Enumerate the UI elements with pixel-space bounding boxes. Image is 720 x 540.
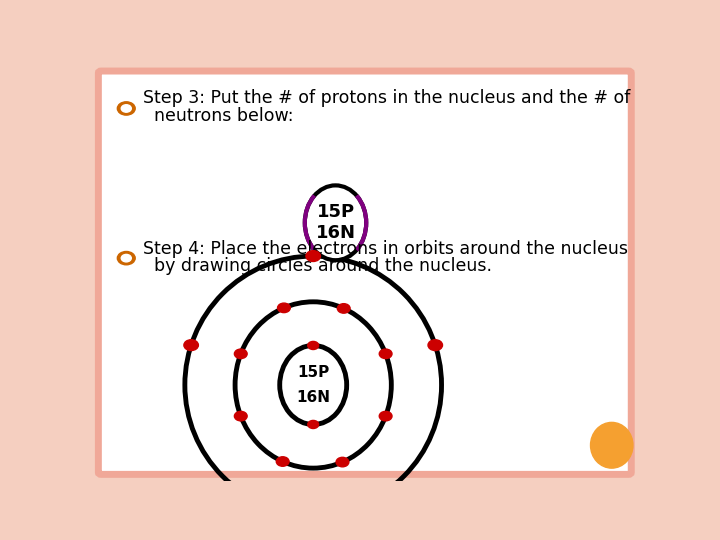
Circle shape xyxy=(121,105,131,112)
Circle shape xyxy=(117,102,135,115)
Circle shape xyxy=(230,484,245,495)
Circle shape xyxy=(338,303,350,313)
Ellipse shape xyxy=(305,185,366,260)
Circle shape xyxy=(379,349,392,359)
Circle shape xyxy=(276,457,289,466)
Circle shape xyxy=(184,340,199,350)
Ellipse shape xyxy=(590,422,633,468)
Text: Step 4: Place the electrons in orbits around the nucleus: Step 4: Place the electrons in orbits ar… xyxy=(143,240,628,258)
Text: 16N: 16N xyxy=(296,390,330,405)
Circle shape xyxy=(277,303,290,313)
Circle shape xyxy=(121,254,131,262)
Ellipse shape xyxy=(280,346,347,424)
Circle shape xyxy=(307,341,319,349)
Text: 15P: 15P xyxy=(317,204,354,221)
Circle shape xyxy=(235,411,247,421)
Circle shape xyxy=(306,251,320,261)
Circle shape xyxy=(379,411,392,421)
Text: Step 3: Put the # of protons in the nucleus and the # of: Step 3: Put the # of protons in the nucl… xyxy=(143,89,631,107)
Text: by drawing circles around the nucleus.: by drawing circles around the nucleus. xyxy=(154,258,492,275)
Circle shape xyxy=(117,252,135,265)
Circle shape xyxy=(336,457,349,467)
Text: neutrons below:: neutrons below: xyxy=(154,106,294,125)
Circle shape xyxy=(307,421,319,429)
FancyBboxPatch shape xyxy=(99,71,631,474)
Circle shape xyxy=(428,340,443,350)
Circle shape xyxy=(235,349,247,359)
Circle shape xyxy=(382,484,396,495)
Text: 15P: 15P xyxy=(297,365,329,380)
Text: 16N: 16N xyxy=(315,224,356,242)
